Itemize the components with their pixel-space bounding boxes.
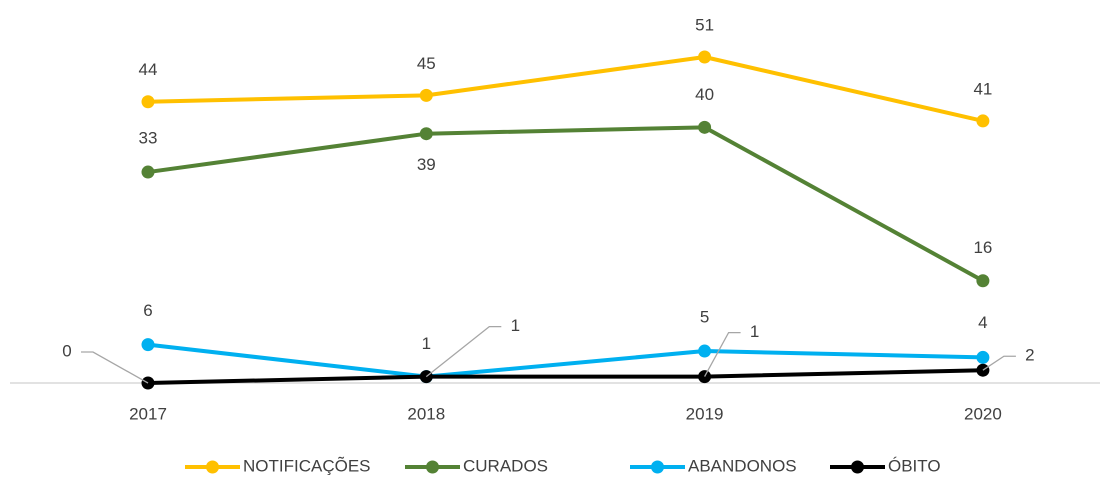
legend-marker (426, 460, 439, 474)
data-point (419, 127, 433, 141)
leader-line (425, 325, 502, 378)
data-label: 0 (62, 341, 71, 360)
line-series (147, 125, 984, 283)
data-point (141, 95, 155, 109)
legend-marker (851, 460, 864, 474)
data-label: 4 (978, 313, 987, 332)
data-label: 1 (750, 322, 759, 341)
line-series (147, 368, 983, 385)
data-point (141, 338, 155, 352)
legend-marker (206, 460, 219, 474)
data-label: 45 (417, 54, 436, 73)
legend-label: ÓBITO (888, 456, 941, 475)
data-label: 44 (139, 60, 158, 79)
legend-label: NOTIFICAÇÕES (243, 456, 371, 475)
data-point (976, 350, 990, 364)
leader-line (982, 355, 1016, 371)
data-point (976, 114, 990, 128)
line-series (147, 342, 983, 379)
data-label: 39 (417, 155, 436, 174)
x-tick-label: 2017 (129, 404, 167, 423)
data-label: 41 (973, 79, 992, 98)
data-label: 40 (695, 85, 714, 104)
line-series (147, 55, 984, 123)
leader-line (81, 351, 149, 384)
data-point (698, 50, 712, 64)
x-tick-label: 2020 (964, 404, 1002, 423)
data-label: 6 (143, 301, 152, 320)
data-label: 5 (700, 308, 709, 327)
data-label: 51 (695, 15, 714, 34)
data-label: 1 (422, 334, 431, 353)
data-label: 1 (511, 316, 520, 335)
legend-marker (651, 460, 664, 474)
x-tick-label: 2019 (686, 404, 724, 423)
legend-label: ABANDONOS (688, 456, 797, 475)
data-point (698, 120, 712, 134)
legend-label: CURADOS (463, 456, 548, 475)
data-label: 16 (973, 238, 992, 257)
data-point (419, 88, 433, 102)
data-label: 33 (139, 129, 158, 148)
data-point (698, 344, 712, 358)
data-point (976, 274, 990, 288)
data-label: 2 (1025, 346, 1034, 365)
data-point (141, 165, 155, 179)
x-tick-label: 2018 (407, 404, 445, 423)
leader-line (704, 331, 741, 377)
